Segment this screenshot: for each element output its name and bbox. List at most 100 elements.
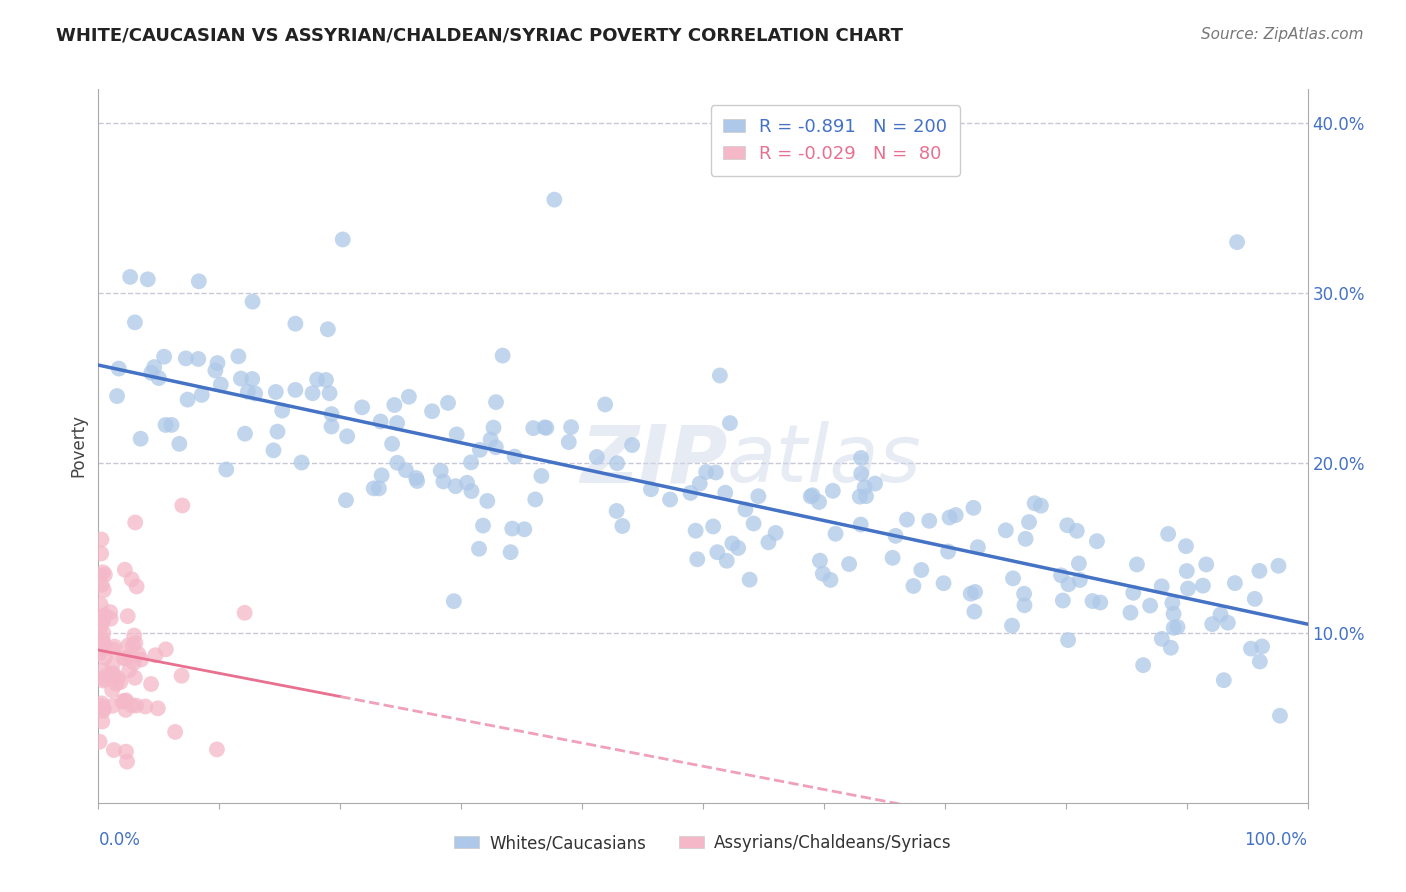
Point: [101, 666, 124, 681]
Point: [121, 572, 143, 586]
Point: [93, 639, 115, 653]
Point: [468, 541, 491, 556]
Point: [155, 417, 177, 432]
Point: [1267, 558, 1289, 573]
Point: [706, 545, 728, 559]
Text: 100.0%: 100.0%: [1244, 831, 1308, 849]
Point: [91, 566, 114, 580]
Point: [1223, 576, 1246, 591]
Point: [721, 536, 744, 550]
Point: [93, 583, 115, 598]
Point: [307, 372, 329, 386]
Point: [560, 420, 582, 434]
Point: [1166, 620, 1188, 634]
Point: [169, 437, 191, 451]
Point: [318, 386, 340, 401]
Point: [1139, 599, 1161, 613]
Point: [1161, 596, 1184, 610]
Point: [122, 656, 145, 670]
Point: [1132, 658, 1154, 673]
Point: [91, 633, 114, 648]
Point: [702, 519, 724, 533]
Point: [1163, 621, 1185, 635]
Point: [704, 466, 727, 480]
Point: [477, 494, 499, 508]
Point: [738, 573, 761, 587]
Point: [994, 524, 1017, 538]
Point: [335, 493, 357, 508]
Point: [1024, 496, 1046, 510]
Point: [855, 489, 877, 503]
Point: [1268, 708, 1291, 723]
Point: [499, 545, 522, 559]
Point: [501, 522, 523, 536]
Point: [332, 232, 354, 246]
Point: [1163, 607, 1185, 621]
Point: [315, 373, 337, 387]
Point: [1195, 558, 1218, 572]
Point: [384, 398, 406, 412]
Point: [263, 443, 285, 458]
Point: [155, 642, 177, 657]
Point: [932, 576, 955, 591]
Point: [1014, 532, 1036, 546]
Point: [849, 450, 872, 465]
Point: [187, 351, 209, 366]
Point: [820, 573, 842, 587]
Point: [903, 579, 925, 593]
Point: [146, 701, 169, 715]
Legend: Whites/Caucasians, Assyrians/Chaldeans/Syriacs: Whites/Caucasians, Assyrians/Chaldeans/S…: [447, 828, 959, 859]
Point: [290, 456, 312, 470]
Point: [965, 585, 987, 599]
Point: [456, 475, 478, 490]
Point: [1212, 673, 1234, 688]
Point: [93, 609, 115, 624]
Point: [849, 490, 872, 504]
Point: [918, 514, 941, 528]
Point: [209, 377, 232, 392]
Point: [1081, 594, 1104, 608]
Point: [114, 694, 136, 708]
Point: [513, 522, 536, 536]
Point: [758, 535, 780, 549]
Point: [1192, 579, 1215, 593]
Point: [689, 476, 711, 491]
Point: [1057, 633, 1080, 648]
Point: [543, 193, 565, 207]
Point: [115, 693, 138, 707]
Point: [606, 504, 628, 518]
Y-axis label: Poverty: Poverty: [69, 415, 87, 477]
Point: [145, 648, 167, 663]
Point: [165, 725, 187, 739]
Point: [429, 464, 451, 478]
Point: [530, 469, 553, 483]
Point: [385, 416, 408, 430]
Point: [111, 694, 134, 708]
Point: [1122, 586, 1144, 600]
Point: [1249, 564, 1271, 578]
Point: [141, 366, 163, 380]
Point: [129, 652, 152, 666]
Point: [714, 485, 737, 500]
Point: [491, 349, 513, 363]
Point: [90, 638, 112, 652]
Point: [522, 421, 544, 435]
Point: [936, 544, 959, 558]
Point: [1175, 564, 1198, 578]
Point: [90, 616, 112, 631]
Point: [959, 587, 981, 601]
Point: [1085, 534, 1108, 549]
Point: [910, 563, 932, 577]
Point: [176, 392, 198, 407]
Point: [243, 386, 266, 401]
Point: [143, 360, 166, 375]
Point: [808, 495, 831, 509]
Point: [1174, 539, 1197, 553]
Point: [101, 683, 124, 698]
Point: [1216, 615, 1239, 630]
Point: [118, 663, 141, 677]
Point: [89, 735, 111, 749]
Point: [242, 294, 264, 309]
Point: [1067, 557, 1090, 571]
Point: [446, 427, 468, 442]
